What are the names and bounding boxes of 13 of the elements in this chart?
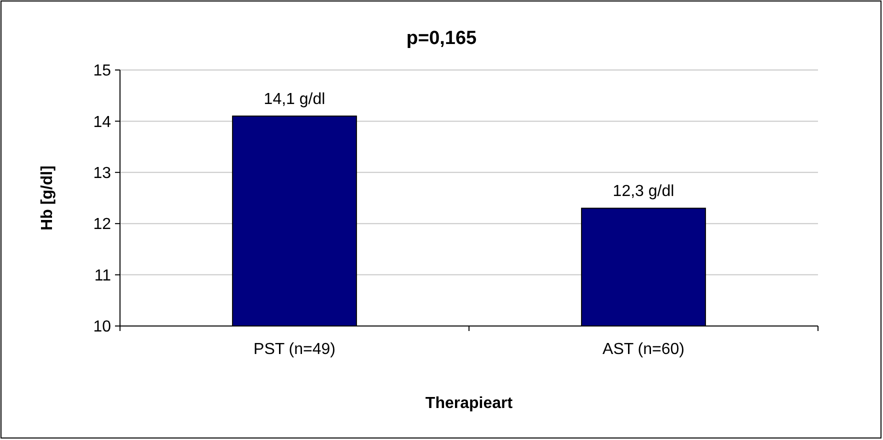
y-tick-label: 14 xyxy=(93,114,112,131)
data-label: 14,1 g/dl xyxy=(264,91,326,108)
y-tick-label: 12 xyxy=(93,216,112,234)
y-tick-label: 11 xyxy=(94,267,112,284)
x-axis-title: Therapieart xyxy=(425,395,514,412)
x-tick-label: AST (n=60) xyxy=(602,341,684,358)
y-axis-title: Hb [g/dl] xyxy=(39,166,56,230)
y-tick-label: 10 xyxy=(93,318,112,336)
data-label: 12,3 g/dl xyxy=(612,183,674,200)
chart-title: p=0,165 xyxy=(406,28,478,49)
y-tick-label: 15 xyxy=(93,62,112,80)
y-tick-label: 13 xyxy=(93,165,112,182)
x-tick-label: PST (n=49) xyxy=(254,341,336,358)
